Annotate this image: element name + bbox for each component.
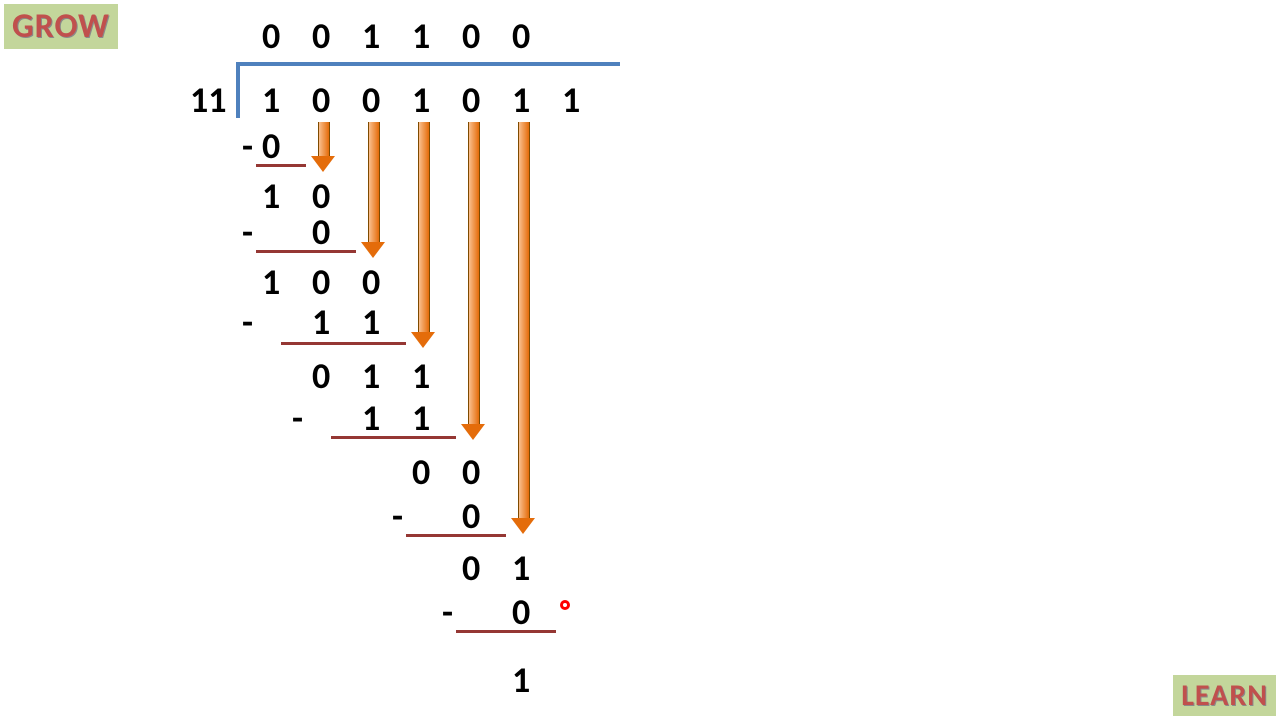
work-digit: 0 (312, 354, 330, 398)
work-digit: 0 (362, 260, 380, 304)
quotient-digit: 1 (362, 14, 380, 58)
work-digit: 0 (462, 494, 480, 538)
work-digit: 0 (512, 590, 530, 634)
work-digit: 1 (362, 354, 380, 398)
division-bracket-top (236, 62, 620, 66)
subtraction-rule (281, 342, 406, 345)
subtraction-rule (331, 436, 456, 439)
dividend-digit: 1 (412, 78, 430, 122)
work-digit: 0 (462, 450, 480, 494)
work-digit: 0 (412, 450, 430, 494)
work-digit: 0 (312, 210, 330, 254)
bring-down-arrow-head (411, 332, 435, 348)
bring-down-arrow-head (511, 518, 535, 534)
work-digit: 1 (312, 300, 330, 344)
bring-down-arrow (318, 122, 330, 158)
laser-pointer (560, 600, 570, 610)
bring-down-arrow (368, 122, 380, 244)
work-digit: 1 (262, 260, 280, 304)
work-digit: 1 (412, 396, 430, 440)
dividend-digit: 0 (362, 78, 380, 122)
quotient-digit: 1 (412, 14, 430, 58)
dividend-digit: 1 (512, 78, 530, 122)
minus-sign: - (392, 494, 403, 538)
bring-down-arrow-head (361, 242, 385, 258)
dividend-digit: 0 (462, 78, 480, 122)
quotient-digit: 0 (462, 14, 480, 58)
minus-sign: - (442, 590, 453, 634)
bring-down-arrow (468, 122, 480, 426)
quotient-digit: 0 (262, 14, 280, 58)
bring-down-arrow-head (311, 156, 335, 172)
grow-badge: GROW (4, 4, 118, 49)
subtraction-rule (406, 534, 506, 537)
divisor: 11 (190, 78, 227, 122)
work-digit: 1 (512, 658, 530, 702)
subtraction-rule (256, 250, 356, 253)
quotient-digit: 0 (512, 14, 530, 58)
work-digit: 0 (262, 124, 280, 168)
work-digit: 0 (462, 546, 480, 590)
bring-down-arrow-head (461, 424, 485, 440)
dividend-digit: 1 (562, 78, 580, 122)
work-digit: 1 (262, 174, 280, 218)
quotient-digit: 0 (312, 14, 330, 58)
work-digit: 1 (362, 396, 380, 440)
minus-sign: - (242, 210, 253, 254)
bring-down-arrow (418, 122, 430, 334)
minus-sign: - (292, 396, 303, 440)
subtraction-rule (456, 630, 556, 633)
work-digit: 0 (312, 260, 330, 304)
subtraction-rule (256, 164, 306, 167)
minus-sign: - (242, 124, 253, 168)
work-digit: 1 (362, 300, 380, 344)
minus-sign: - (242, 300, 253, 344)
learn-badge: LEARN (1173, 675, 1276, 716)
work-digit: 1 (512, 546, 530, 590)
work-digit: 1 (412, 354, 430, 398)
dividend-digit: 1 (262, 78, 280, 122)
division-bracket-side (236, 62, 240, 118)
bring-down-arrow (518, 122, 530, 520)
dividend-digit: 0 (312, 78, 330, 122)
